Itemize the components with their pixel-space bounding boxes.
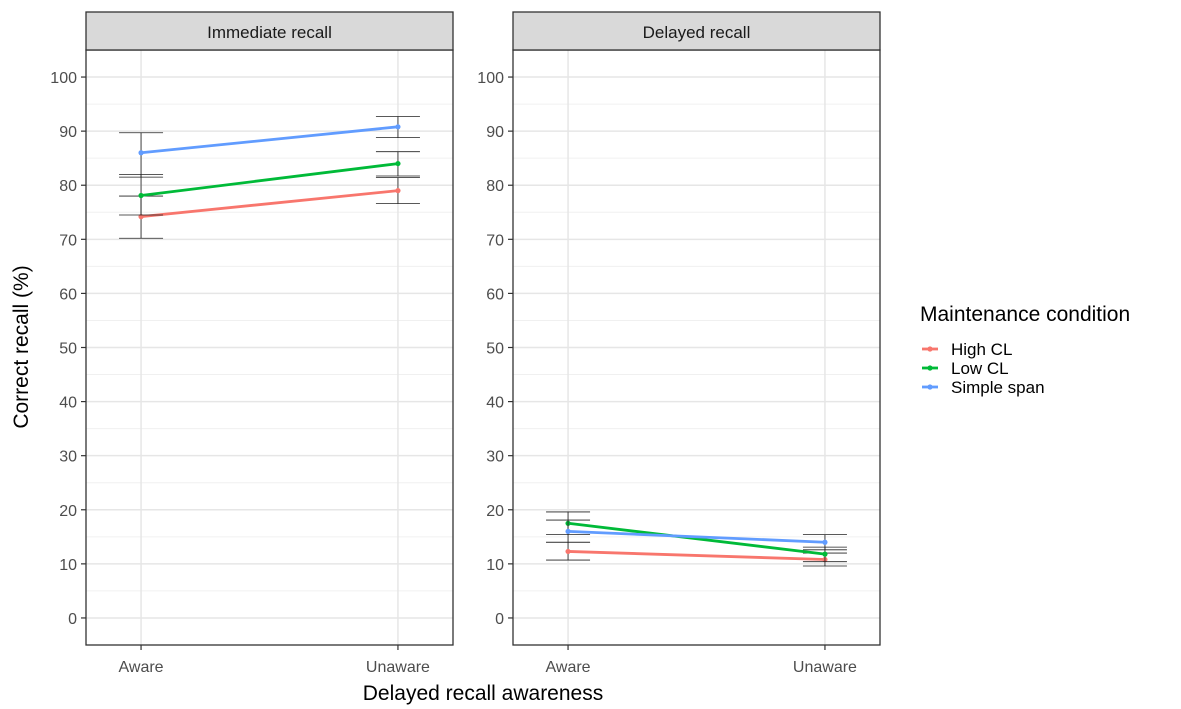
facet-strip <box>85 11 454 51</box>
x-tick-label: Unaware <box>793 659 857 676</box>
legend-label: Low CL <box>951 359 1009 378</box>
legend-label: High CL <box>951 340 1012 359</box>
series-low-cl <box>119 151 420 216</box>
y-tick-label: 80 <box>59 178 77 195</box>
legend-entry-high-cl: High CL <box>922 340 1012 359</box>
series-line <box>566 530 827 544</box>
panel-2: Delayed recall 0 10 20 30 40 50 60 70 80 90 100 Awar… <box>477 11 881 676</box>
data-point <box>822 539 828 545</box>
legend-entry-simple-span: Simple span <box>922 378 1045 397</box>
x-tick-label: Aware <box>119 659 164 676</box>
legend-entry-low-cl: Low CL <box>922 359 1009 378</box>
legend-label: Simple span <box>951 378 1045 397</box>
facet-strip-label: Delayed recall <box>643 23 751 42</box>
data-point <box>395 160 401 167</box>
data-point <box>565 528 571 535</box>
y-tick-label: 0 <box>495 611 504 628</box>
data-point <box>565 548 571 555</box>
y-tick-label: 60 <box>486 286 504 303</box>
x-axis-title: Delayed recall awareness <box>363 682 603 705</box>
y-tick-label: 60 <box>59 286 77 303</box>
y-tick-label: 10 <box>59 557 77 574</box>
legend-key-point <box>927 346 933 352</box>
legend-title: Maintenance condition <box>920 303 1130 326</box>
data-point <box>395 124 401 130</box>
series-line <box>139 125 400 155</box>
y-axis-title: Correct recall (%) <box>10 265 33 428</box>
series-line <box>139 189 400 219</box>
series-line <box>566 550 827 561</box>
facet-strip <box>512 11 881 51</box>
data-point <box>822 551 828 557</box>
y-tick-label: 70 <box>486 232 504 249</box>
series-line <box>566 521 827 556</box>
y-tick-label: 100 <box>477 70 504 87</box>
y-tick-label: 40 <box>486 395 504 412</box>
x-tick-label: Unaware <box>366 659 430 676</box>
y-tick-label: 0 <box>68 611 77 628</box>
y-tick-label: 30 <box>59 449 77 466</box>
y-tick-label: 50 <box>59 341 77 358</box>
y-tick-label: 100 <box>50 70 77 87</box>
data-point <box>395 188 401 194</box>
legend-key-point <box>927 365 933 371</box>
legend-key-point <box>927 384 933 390</box>
panel-1: Immediate recall 0 10 20 30 40 50 60 70 80 90 100 Aw… <box>50 11 454 676</box>
panels-layer: Immediate recall0102030405060708090100Aw… <box>50 11 881 676</box>
series-simple-span <box>119 116 420 178</box>
y-tick-label: 70 <box>59 232 77 249</box>
y-tick-label: 20 <box>486 503 504 520</box>
y-tick-label: 30 <box>486 449 504 466</box>
y-tick-label: 10 <box>486 557 504 574</box>
y-tick-label: 20 <box>59 503 77 520</box>
y-tick-label: 40 <box>59 395 77 412</box>
y-tick-label: 90 <box>486 124 504 141</box>
x-tick-label: Aware <box>546 659 591 676</box>
facet-strip-label: Immediate recall <box>207 23 332 42</box>
series-line <box>139 162 400 197</box>
y-tick-label: 50 <box>486 341 504 358</box>
series-simple-span <box>546 519 847 551</box>
data-point <box>138 192 144 199</box>
y-tick-label: 90 <box>59 124 77 141</box>
y-tick-label: 80 <box>486 178 504 195</box>
data-point <box>138 150 144 156</box>
